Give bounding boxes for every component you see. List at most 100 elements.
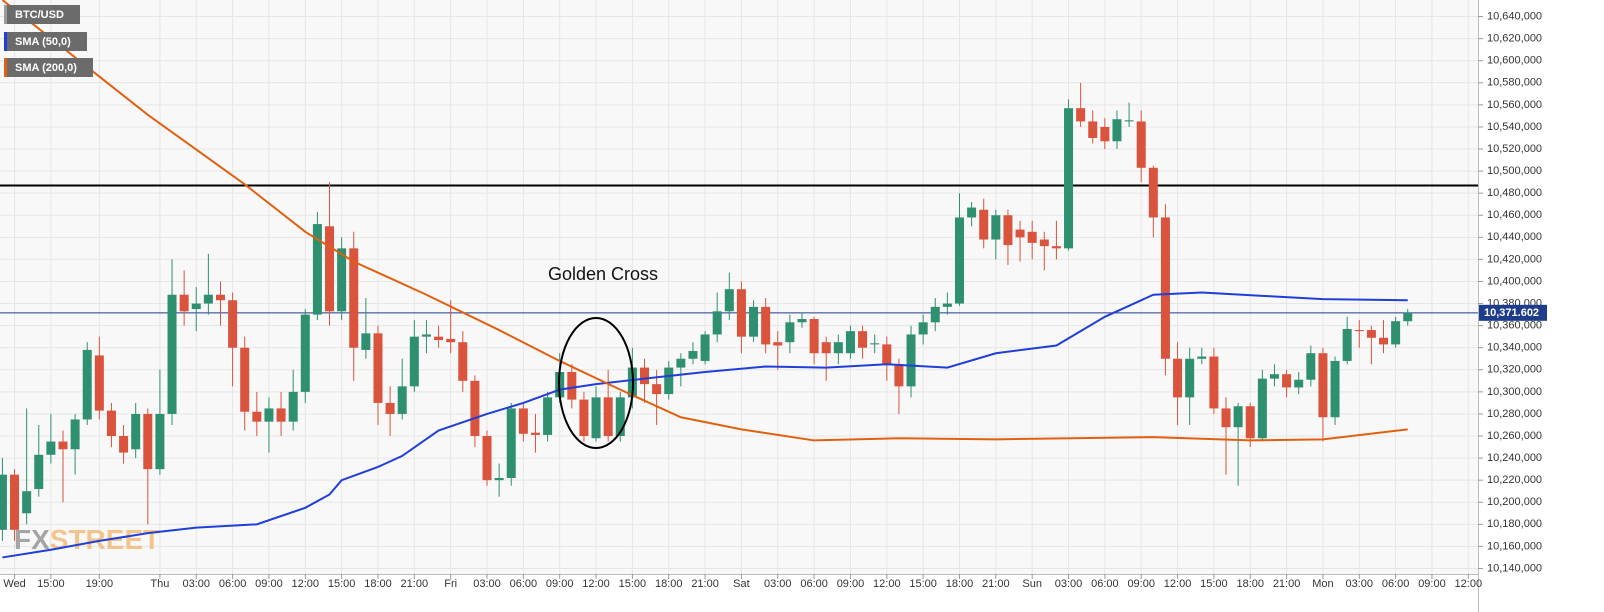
candle-body [1330,360,1340,418]
candle-body [1318,353,1328,418]
candle-body [1039,239,1049,247]
y-tick-label: 10,320,000 [1487,364,1542,376]
x-tick-label: Thu [150,578,169,590]
x-tick-label: 21:00 [1273,578,1301,590]
candle-body [967,207,977,218]
candle-body [591,397,601,439]
x-tick-label: 12:00 [1164,578,1192,590]
candle-body [1354,330,1364,332]
candle-body [821,342,831,354]
candle-body [228,300,238,348]
candle-body [361,333,371,350]
candle-body [1282,374,1292,388]
last-price-tag [1479,304,1547,321]
y-tick-label: 10,640,000 [1487,10,1542,22]
legend-swatch [4,32,7,51]
sma-line [1,0,1408,442]
axes: 10,140,000 10,160,000 10,180,000 10,200,000… [3,10,1547,590]
legend-box [4,32,87,51]
candle-body [797,319,807,323]
candle-body [1015,229,1025,238]
candle-body [58,441,68,450]
legend: BTC/USD SMA (50,0) SMA (200,0) [4,5,93,77]
candle-body [1027,231,1037,243]
candle-body [1245,406,1255,439]
candle-body [179,294,189,312]
candle-body [858,331,868,348]
candle-body [458,342,468,381]
candle-body [349,248,359,348]
candle-body [1269,374,1279,379]
x-tick-label: Mon [1312,578,1333,590]
candle-body [567,371,577,400]
candle-body [70,419,80,450]
candle-body [1403,312,1413,322]
x-tick-label: 18:00 [946,578,974,590]
candle-body [397,386,407,414]
legend-label: SMA (50,0) [15,36,71,48]
candle-body [603,397,613,437]
x-tick-label: 03:00 [1055,578,1083,590]
x-tick-label: 06:00 [800,578,828,590]
candle-body [906,334,916,387]
legend-swatch [4,58,7,77]
y-tick-label: 10,160,000 [1487,540,1542,552]
x-tick-label: 21:00 [401,578,429,590]
candle-body [1088,121,1098,138]
legend-box [4,58,93,77]
y-tick-label: 10,400,000 [1487,275,1542,287]
candle-body [409,336,419,387]
candle-body [785,322,795,343]
x-tick-label: 21:00 [691,578,719,590]
last-price-label: 10,371.602 [1484,307,1539,319]
candle-body [1379,337,1389,345]
y-tick-label: 10,620,000 [1487,33,1542,45]
candle-body [700,334,710,361]
candle-body [1257,378,1267,439]
y-tick-label: 10,260,000 [1487,430,1542,442]
annotation: Golden Cross [548,264,658,284]
candle-body [1112,119,1122,142]
candle-body [10,474,20,530]
candle-body [34,454,44,490]
y-tick-label: 10,280,000 [1487,408,1542,420]
candle-body [1233,406,1243,428]
x-tick-label: 18:00 [655,578,683,590]
candle-body [882,344,892,365]
y-tick-label: 10,440,000 [1487,231,1542,243]
x-tick-label: 06:00 [1382,578,1410,590]
candle-body [1391,321,1401,345]
candle-body [494,477,504,481]
plot-background [0,0,1478,574]
x-tick-label: 15:00 [909,578,937,590]
candle-body [1221,408,1231,428]
y-tick-label: 10,340,000 [1487,342,1542,354]
candle-body [991,215,1001,240]
candle-body [22,491,32,514]
candle-body [1173,358,1183,398]
candle-body [615,397,625,437]
candle-body [446,338,456,343]
candle-body [652,384,662,395]
x-tick-label: Sun [1022,578,1042,590]
candle-body [761,306,771,345]
candle-body [191,303,201,310]
candle-body [373,333,383,403]
x-tick-label: 06:00 [1091,578,1119,590]
x-tick-label: 15:00 [328,578,356,590]
x-tick-label: 19:00 [86,578,114,590]
candle-body [421,334,431,337]
candle-body [119,436,129,453]
candle-body [82,349,92,420]
candle-body [470,380,480,437]
plot-marks [0,0,1478,559]
candle-body [664,367,674,395]
y-tick-label: 10,520,000 [1487,143,1542,155]
candle-body [1064,108,1074,249]
x-tick-label: 21:00 [982,578,1010,590]
candle-body [1342,328,1352,361]
x-tick-label: 09:00 [255,578,283,590]
x-tick-label: 03:00 [473,578,501,590]
candle-body [833,342,843,354]
